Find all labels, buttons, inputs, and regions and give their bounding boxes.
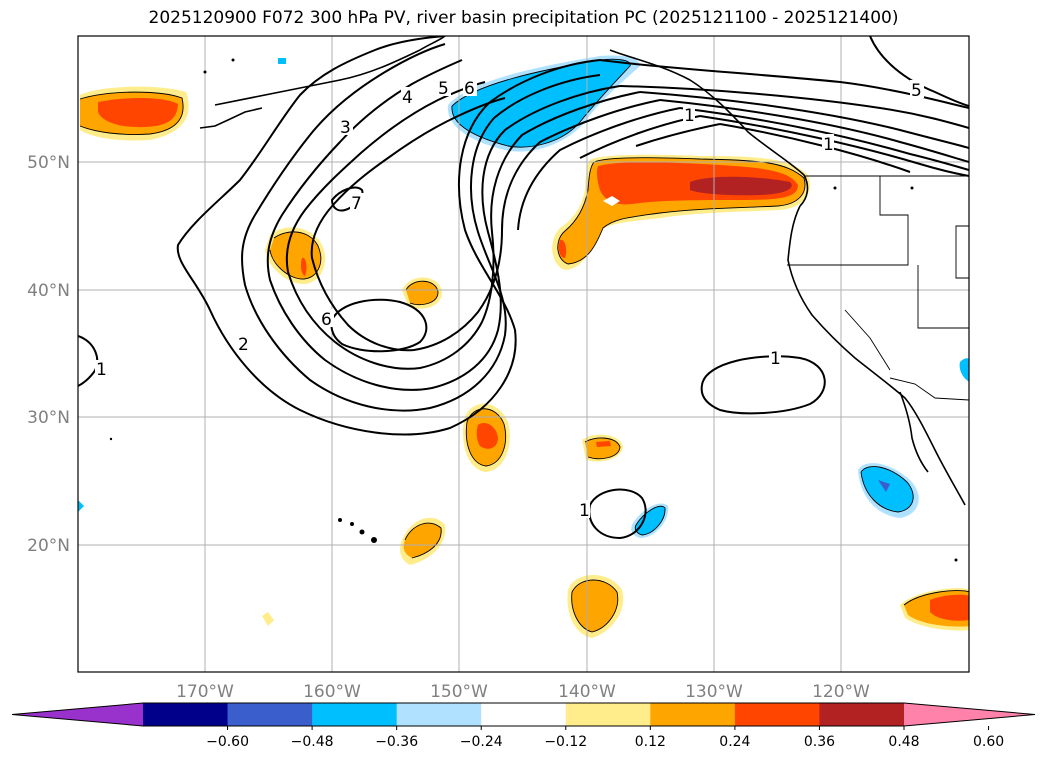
lon-label-130w: 130°W <box>685 682 743 702</box>
contour-label: 5 <box>438 79 449 99</box>
lat-label-20n: 20°N <box>27 536 70 556</box>
colorbar-tick-label: −0.24 <box>460 734 503 750</box>
map-plot-area: 1 1 1 1 1 2 3 4 5 6 6 7 7 5 <box>78 36 969 672</box>
contour-label: 1 <box>96 360 107 380</box>
lon-label-160w: 160°W <box>303 682 361 702</box>
contour-label: 6 <box>321 310 332 330</box>
contour-label: 3 <box>340 118 351 138</box>
colorbar-swatch <box>481 703 567 726</box>
lon-label-120w: 120°W <box>812 682 870 702</box>
colorbar-swatch <box>312 703 398 726</box>
lon-label-140w: 140°W <box>558 682 616 702</box>
lon-label-170w: 170°W <box>176 682 234 702</box>
colorbar-tick-label: 0.12 <box>635 734 666 750</box>
contour-label: 7 <box>351 194 362 214</box>
lat-label-30n: 30°N <box>27 408 70 428</box>
contour-label: 1 <box>684 106 695 126</box>
colorbar-tick-label: −0.12 <box>544 734 587 750</box>
contour-label: 1 <box>579 501 590 521</box>
colorbar-tick-label: 0.48 <box>888 734 919 750</box>
colorbar: −0.60 −0.48 −0.36 −0.24 −0.12 0.12 0.24 0.36 0.4… <box>11 702 1036 750</box>
colorbar-swatch <box>396 703 482 726</box>
colorbar-swatch <box>819 703 905 726</box>
graticule <box>78 36 969 672</box>
colorbar-swatch <box>227 703 313 726</box>
map-title: 2025120900 F072 300 hPa PV, river basin … <box>148 8 899 28</box>
colorbar-swatch <box>143 703 229 726</box>
political-boundaries <box>787 175 969 401</box>
lon-label-150w: 150°W <box>430 682 488 702</box>
colorbar-swatch <box>565 703 651 726</box>
latitude-labels: 50°N 40°N 30°N 20°N <box>27 153 70 556</box>
colorbar-tick-label: 0.36 <box>804 734 835 750</box>
colorbar-swatch <box>734 703 820 726</box>
colorbar-swatch <box>650 703 736 726</box>
map-frame <box>77 35 970 673</box>
contour-label: 2 <box>238 335 249 355</box>
precipitation-shading <box>78 55 969 638</box>
longitude-labels: 170°W 160°W 150°W 140°W 130°W 120°W <box>176 682 870 702</box>
lat-label-50n: 50°N <box>27 153 70 173</box>
contour-label: 1 <box>823 135 834 155</box>
contour-label: 6 <box>464 79 475 99</box>
pv-contours <box>78 36 969 540</box>
contour-label: 4 <box>402 88 413 108</box>
colorbar-tick-label: −0.60 <box>206 734 249 750</box>
colorbar-tick-label: −0.36 <box>375 734 418 750</box>
lat-label-40n: 40°N <box>27 281 70 301</box>
colorbar-extend-low <box>12 703 143 726</box>
colorbar-outline <box>11 702 1036 727</box>
contour-label: 5 <box>911 81 922 101</box>
colorbar-tick-label: 0.60 <box>973 734 1004 750</box>
colorbar-tick-label: −0.48 <box>291 734 334 750</box>
colorbar-tick-label: 0.24 <box>719 734 750 750</box>
contour-label: 1 <box>770 349 781 369</box>
contour-label-group: 1 1 1 1 1 2 3 4 5 6 6 7 7 5 <box>95 78 924 521</box>
colorbar-extend-high <box>904 703 1035 726</box>
